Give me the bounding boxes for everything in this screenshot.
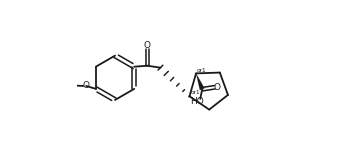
Polygon shape xyxy=(196,73,204,90)
Text: or1: or1 xyxy=(197,68,207,73)
Text: O: O xyxy=(144,41,151,50)
Text: O: O xyxy=(82,81,89,90)
Text: O: O xyxy=(214,83,221,92)
Text: or1: or1 xyxy=(190,90,200,95)
Text: HO: HO xyxy=(190,97,204,106)
